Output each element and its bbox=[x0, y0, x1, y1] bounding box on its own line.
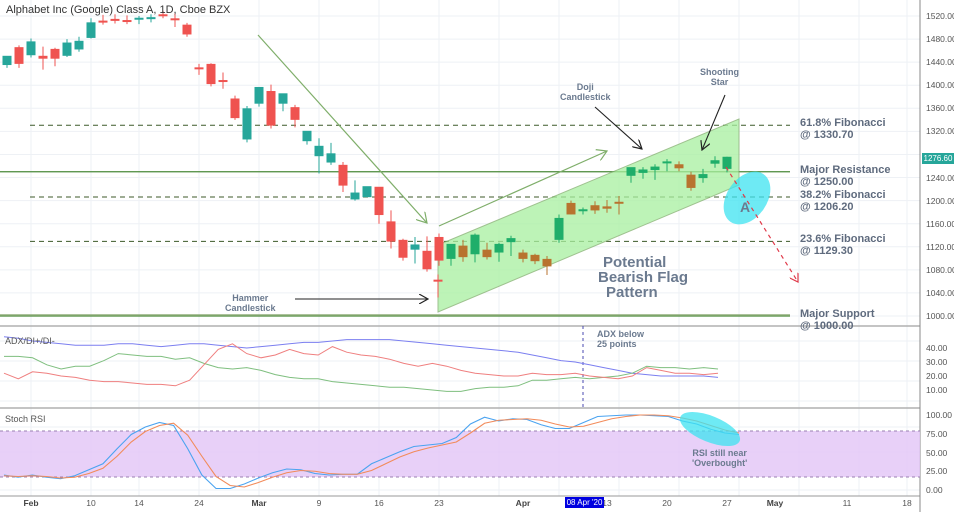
bearish-flag-channel[interactable] bbox=[437, 118, 740, 313]
hammer-label: Hammer Candlestick bbox=[225, 293, 276, 313]
time-tick: 13 bbox=[602, 498, 612, 508]
adx-indicator bbox=[3, 336, 719, 392]
level-label: 23.6% Fibonacci @ 1129.30 bbox=[800, 233, 886, 257]
level-label: Major Support @ 1000.00 bbox=[800, 308, 875, 332]
level-name: 61.8% Fibonacci bbox=[800, 117, 886, 130]
price-tick: 1080.00 bbox=[926, 264, 954, 275]
rsi-tick: 0.00 bbox=[926, 485, 943, 495]
point-a-highlight[interactable] bbox=[714, 163, 780, 233]
price-tick: 1480.00 bbox=[926, 34, 954, 45]
time-tick: 14 bbox=[134, 498, 144, 508]
doji-label: Doji Candlestick bbox=[560, 82, 611, 102]
bearish-flag-label: Potential Bearish Flag Pattern bbox=[598, 255, 688, 300]
level-value: @ 1250.00 bbox=[800, 175, 854, 188]
chart-title: Alphabet Inc (Google) Class A, 1D, Cboe … bbox=[6, 4, 231, 16]
rsi-tick: 100.00 bbox=[926, 410, 952, 420]
stoch-rsi-pane-title: Stoch RSI bbox=[5, 414, 46, 424]
stoch-rsi-band bbox=[0, 431, 920, 477]
adx-tick: 40.00 bbox=[926, 343, 948, 353]
level-name: 23.6% Fibonacci bbox=[800, 233, 886, 246]
price-tick: 1360.00 bbox=[926, 103, 954, 114]
level-label: 61.8% Fibonacci @ 1330.70 bbox=[800, 117, 886, 141]
level-value: @ 1000.00 bbox=[800, 320, 854, 332]
bearish-flag-label-line3: Pattern bbox=[606, 284, 658, 301]
time-tick: 9 bbox=[316, 498, 322, 508]
rsi-tick: 25.00 bbox=[926, 466, 948, 477]
adx-tick: 10.00 bbox=[926, 385, 948, 395]
price-tick: 1240.00 bbox=[926, 172, 954, 183]
level-value: @ 1330.70 bbox=[800, 129, 854, 142]
time-tick: 18 bbox=[902, 498, 912, 508]
level-name: Major Support bbox=[800, 308, 875, 320]
rsi-note-label: RSI still near 'Overbought' bbox=[692, 448, 748, 468]
shooting-star-label: Shooting Star bbox=[700, 67, 739, 87]
bearish-flag-label-line1: Potential bbox=[603, 254, 667, 271]
adx-tick: 20.00 bbox=[926, 371, 948, 381]
time-tick: 10 bbox=[86, 498, 96, 508]
candlestick-series bbox=[2, 10, 732, 298]
level-name: 38.2% Fibonacci bbox=[800, 189, 886, 202]
point-a-label: A bbox=[740, 199, 751, 215]
time-tick: Apr bbox=[515, 498, 531, 508]
price-tick: 1040.00 bbox=[926, 287, 954, 298]
downtrend-arrow bbox=[257, 34, 427, 223]
time-tick: 11 bbox=[842, 498, 852, 508]
level-label: 38.2% Fibonacci @ 1206.20 bbox=[800, 189, 886, 213]
shooting-star-arrow bbox=[702, 94, 726, 150]
adx-note-label: ADX below 25 points bbox=[597, 329, 645, 349]
level-value: @ 1206.20 bbox=[800, 201, 854, 214]
level-label: Major Resistance @ 1250.00 bbox=[800, 164, 890, 188]
price-tick: 1120.00 bbox=[926, 241, 954, 252]
time-tick: 24 bbox=[194, 498, 204, 508]
time-tick: Feb bbox=[23, 498, 39, 508]
price-tick: 1160.00 bbox=[926, 218, 954, 229]
projected-breakdown-arrow bbox=[725, 166, 798, 282]
last-price-tag: 1276.60 bbox=[922, 153, 954, 164]
time-tick: 16 bbox=[374, 498, 384, 508]
price-tick: 1000.00 bbox=[926, 311, 954, 321]
time-tick: 20 bbox=[662, 498, 672, 508]
pane-separators bbox=[0, 0, 921, 512]
level-value: @ 1129.30 bbox=[800, 245, 853, 258]
rsi-tick: 75.00 bbox=[926, 428, 948, 439]
rsi-overbought-highlight[interactable] bbox=[675, 405, 744, 453]
price-tick: 1520.00 bbox=[926, 11, 954, 21]
time-tick: 23 bbox=[434, 498, 444, 508]
price-tick: 1440.00 bbox=[926, 57, 954, 68]
adx-tick: 30.00 bbox=[926, 357, 948, 367]
price-tick: 1320.00 bbox=[926, 126, 954, 137]
rsi-tick: 50.00 bbox=[926, 447, 948, 458]
time-tick: May bbox=[766, 498, 784, 508]
bearish-flag-label-line2: Bearish Flag bbox=[598, 269, 689, 286]
level-name: Major Resistance bbox=[800, 163, 891, 176]
price-tick: 1200.00 bbox=[926, 195, 954, 206]
stoch-rsi-indicator bbox=[3, 414, 740, 490]
time-tick: 27 bbox=[722, 498, 732, 508]
uptrend-arrow bbox=[438, 151, 607, 227]
time-tick: Mar bbox=[251, 498, 267, 508]
doji-arrow bbox=[594, 106, 642, 149]
crosshair-date-tag: 08 Apr '20 bbox=[565, 497, 604, 508]
adx-pane-title: ADX/DI+/DI- bbox=[5, 336, 55, 346]
price-tick: 1400.00 bbox=[926, 80, 954, 91]
